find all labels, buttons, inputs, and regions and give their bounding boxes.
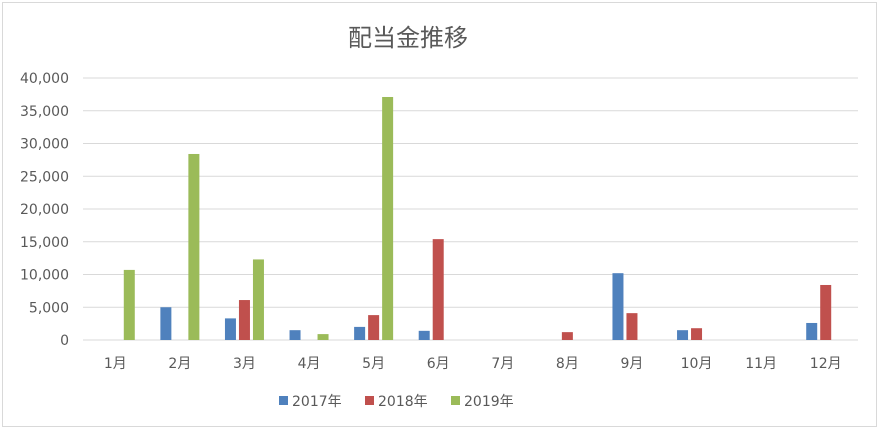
x-tick-label: 11月: [745, 356, 777, 372]
bar-2017年-10月[interactable]: [677, 330, 689, 340]
bar-2019年-5月[interactable]: [382, 96, 394, 341]
bar-2019年-3月[interactable]: [252, 259, 264, 340]
legend-swatch: [365, 396, 374, 405]
x-tick-label: 10月: [681, 356, 713, 372]
y-tick-label: 10,000: [20, 268, 69, 284]
bar-2017年-12月[interactable]: [806, 322, 818, 340]
x-tick-label: 12月: [810, 356, 842, 372]
bar-2019年-2月[interactable]: [188, 153, 200, 340]
chart-canvas: 配当金推移 0 5,000 10,000 15,000 20,000 25,000 30,0…: [20, 24, 858, 410]
bar-2018年-9月[interactable]: [626, 313, 638, 340]
y-tick-label: 30,000: [20, 137, 69, 153]
bar-2017年-4月[interactable]: [289, 330, 301, 340]
y-tick-label: 40,000: [20, 71, 69, 87]
bar-2017年-3月[interactable]: [224, 318, 236, 340]
y-tick-label: 35,000: [20, 104, 69, 120]
bar-2017年-6月[interactable]: [418, 330, 430, 340]
bar-2018年-12月[interactable]: [820, 284, 832, 340]
bar-2017年-5月[interactable]: [354, 326, 366, 340]
x-tick-label: 5月: [362, 356, 385, 372]
bar-2017年-9月[interactable]: [612, 273, 624, 340]
y-axis-tick-labels: 0 5,000 10,000 15,000 20,000 25,000 30,000 35,0…: [20, 71, 69, 349]
bar-2019年-1月[interactable]: [123, 269, 135, 340]
chart-title: 配当金推移: [348, 24, 468, 52]
bar-2018年-3月[interactable]: [238, 300, 250, 340]
y-tick-label: 25,000: [20, 169, 69, 185]
x-tick-label: 9月: [620, 356, 643, 372]
x-tick-label: 3月: [233, 356, 256, 372]
bar-2019年-4月[interactable]: [317, 334, 329, 340]
legend-swatch: [451, 396, 460, 405]
chart-area[interactable]: 配当金推移 0 5,000 10,000 15,000 20,000 25,000 30,0…: [2, 2, 877, 427]
x-tick-label: 1月: [104, 356, 127, 372]
legend-item-2017年[interactable]: 2017年: [279, 394, 342, 410]
legend-swatch: [279, 396, 288, 405]
y-tick-label: 0: [60, 333, 69, 349]
y-tick-label: 20,000: [20, 202, 69, 218]
legend-label: 2018年: [378, 394, 428, 410]
x-tick-label: 7月: [491, 356, 514, 372]
bar-2018年-6月[interactable]: [432, 239, 444, 340]
y-tick-label: 5,000: [29, 300, 69, 316]
legend: 2017年 2018年 2019年: [279, 394, 514, 410]
legend-label: 2017年: [292, 394, 342, 410]
x-tick-label: 6月: [427, 356, 450, 372]
legend-item-2018年[interactable]: 2018年: [365, 394, 428, 410]
legend-item-2019年[interactable]: 2019年: [451, 394, 514, 410]
legend-label: 2019年: [464, 394, 514, 410]
bar-2018年-5月[interactable]: [368, 315, 380, 340]
bar-2018年-10月[interactable]: [691, 328, 703, 340]
x-axis-tick-labels: 1月 2月 3月 4月 5月 6月 7月 8月 9月 10月 11月 12月: [104, 356, 842, 372]
x-tick-label: 2月: [168, 356, 191, 372]
y-tick-label: 15,000: [20, 235, 69, 251]
bars: [123, 96, 832, 341]
x-tick-label: 4月: [298, 356, 321, 372]
bar-2017年-2月[interactable]: [160, 307, 172, 340]
x-tick-label: 8月: [556, 356, 579, 372]
gridlines: [83, 77, 858, 341]
bar-2018年-8月[interactable]: [561, 332, 573, 340]
